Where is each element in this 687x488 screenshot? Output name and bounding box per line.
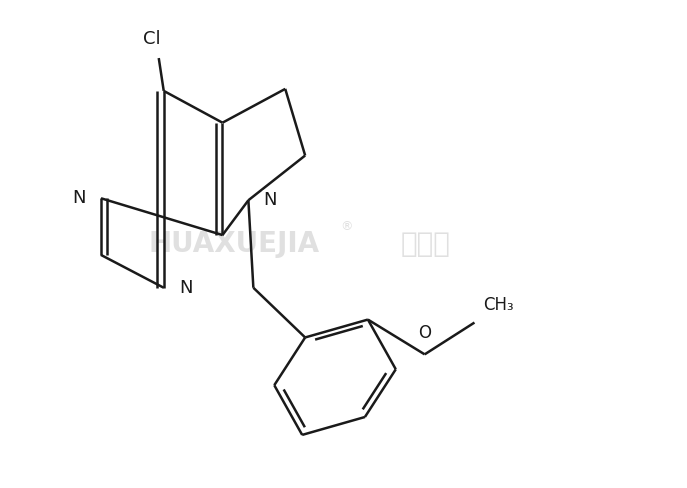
Text: Cl: Cl xyxy=(143,30,161,48)
Text: CH₃: CH₃ xyxy=(483,296,513,314)
Text: N: N xyxy=(179,279,192,297)
Text: ®: ® xyxy=(341,221,353,234)
Text: O: O xyxy=(418,324,431,342)
Text: 化学加: 化学加 xyxy=(401,230,451,258)
Text: HUAXUEJIA: HUAXUEJIA xyxy=(148,230,319,258)
Text: N: N xyxy=(72,189,86,207)
Text: N: N xyxy=(263,191,277,209)
